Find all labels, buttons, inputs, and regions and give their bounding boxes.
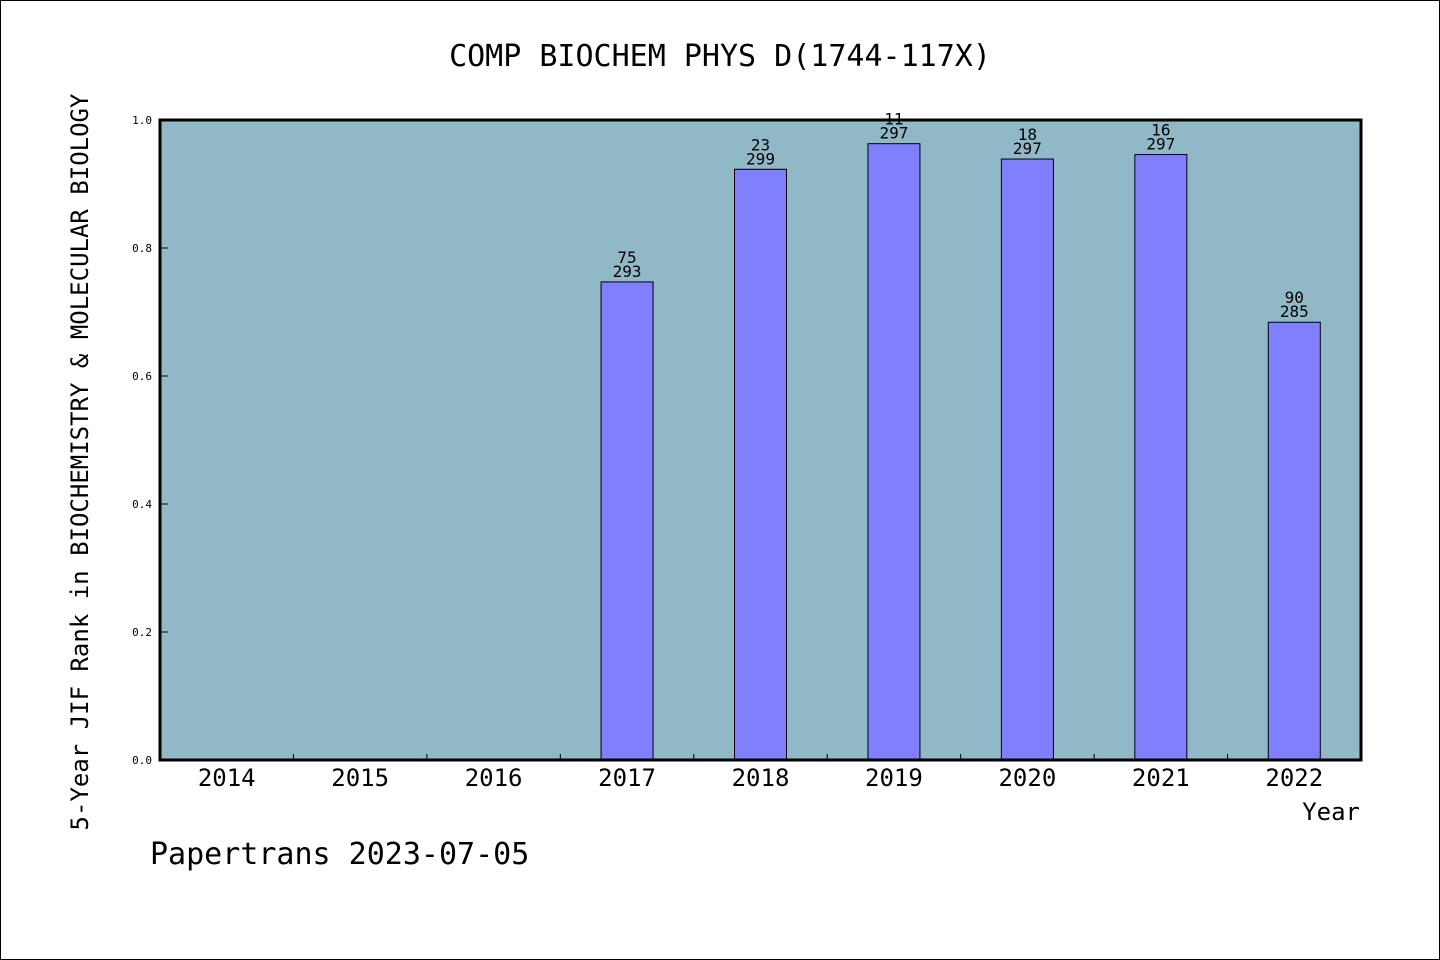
y-axis-ticks: 0.0 0.2 0.4 0.6 0.8 1.0	[132, 114, 168, 767]
x-tick-label: 2016	[465, 764, 523, 792]
bar-rank-label: 90	[1285, 288, 1304, 307]
y-tick-label: 1.0	[132, 114, 152, 127]
x-tick-label: 2019	[865, 764, 923, 792]
y-axis-label: 5-Year JIF Rank in BIOCHEMISTRY & MOLECU…	[66, 93, 94, 830]
y-tick-label: 0.2	[132, 626, 152, 639]
x-axis-ticks: 2014 2015 2016 2017 2018 2019 2020 2021 2022	[198, 754, 1323, 792]
bar-rank-label: 16	[1151, 121, 1170, 140]
y-tick-label: 0.6	[132, 370, 152, 383]
y-tick-label: 0.0	[132, 754, 152, 767]
bar-2020	[1000, 158, 1054, 761]
x-tick-label: 2017	[598, 764, 656, 792]
bar-2022	[1267, 321, 1321, 761]
x-tick-label: 2014	[198, 764, 256, 792]
chart-title: COMP BIOCHEM PHYS D(1744-117X)	[449, 39, 991, 74]
bar-rank-label: 23	[751, 135, 770, 154]
x-tick-label: 2015	[331, 764, 389, 792]
bar-2018	[734, 168, 787, 761]
bar-total-label: 293	[613, 262, 642, 281]
bar-2021	[1134, 154, 1188, 761]
bar-total-label: 299	[746, 149, 775, 168]
x-tick-label: 2022	[1265, 764, 1323, 792]
bar-total-label: 285	[1280, 302, 1309, 321]
bar-rank-label: 75	[617, 248, 636, 267]
bar-total-label: 297	[1146, 135, 1175, 154]
bar-total-label: 297	[1013, 139, 1042, 158]
x-axis-label: Year	[1302, 798, 1360, 826]
x-tick-label: 2018	[732, 764, 790, 792]
bar-2019	[867, 143, 921, 761]
x-tick-label: 2021	[1132, 764, 1190, 792]
bar-2017	[600, 281, 654, 761]
x-tick-label: 2020	[998, 764, 1056, 792]
y-tick-label: 0.4	[132, 498, 152, 511]
y-tick-label: 0.8	[132, 242, 152, 255]
footer-credit: Papertrans 2023-07-05	[150, 837, 529, 872]
plot-border	[158, 118, 1363, 762]
bar-rank-label: 18	[1018, 125, 1037, 144]
bar-total-label: 297	[879, 124, 908, 143]
